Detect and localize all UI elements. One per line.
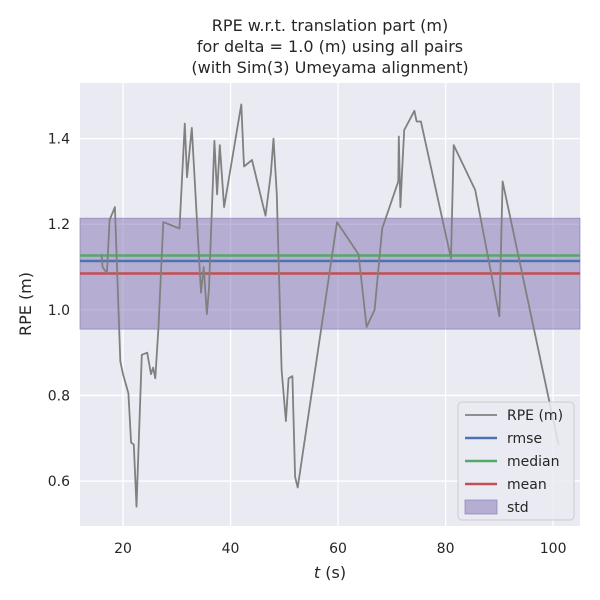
y-tick-label: 0.8: [48, 388, 70, 404]
legend-label-mean: mean: [507, 477, 547, 493]
chart-title: RPE w.r.t. translation part (m) for delt…: [191, 16, 468, 77]
x-tick-label: 60: [329, 541, 347, 557]
legend-label-rmse: rmse: [507, 431, 542, 447]
x-tick-label: 80: [437, 541, 455, 557]
x-tick-label: 20: [114, 541, 132, 557]
y-tick-label: 0.6: [48, 474, 70, 490]
y-tick-label: 1.0: [48, 303, 70, 319]
legend-frame: [457, 401, 575, 521]
legend-label-std: std: [507, 500, 529, 516]
x-axis-label: t (s): [314, 563, 346, 582]
title-line-1: RPE w.r.t. translation part (m): [212, 16, 448, 35]
rpe-series-line: [100, 103, 560, 508]
y-axis-label: RPE (m): [16, 272, 35, 336]
x-tick-label: 40: [222, 541, 240, 557]
legend-swatch-std: [464, 499, 498, 515]
legend-label-RPE (m): RPE (m): [507, 408, 563, 424]
x-tick-label: 100: [540, 541, 567, 557]
title-line-2: for delta = 1.0 (m) using all pairs: [197, 37, 463, 56]
legend-label-median: median: [507, 454, 559, 470]
title-line-3: (with Sim(3) Umeyama alignment): [191, 58, 468, 77]
y-tick-labels: 0.6 0.8 1.0 1.2 1.4: [48, 132, 70, 490]
y-tick-label: 1.4: [48, 132, 70, 148]
x-tick-labels: 20 40 60 80 100: [114, 541, 566, 557]
y-tick-label: 1.2: [48, 217, 70, 233]
legend: RPE (m) rmse median mean std: [457, 401, 575, 521]
rpe-series-layer: [100, 103, 560, 508]
